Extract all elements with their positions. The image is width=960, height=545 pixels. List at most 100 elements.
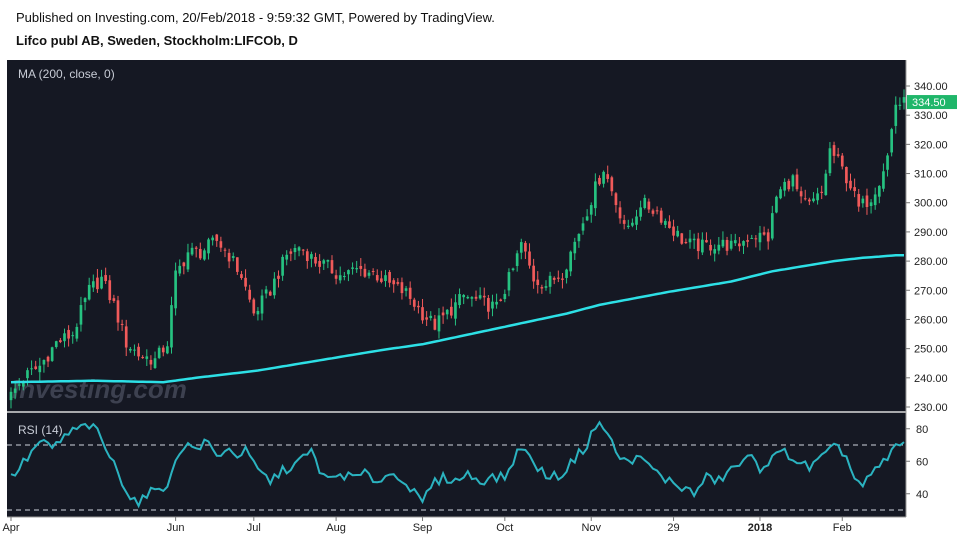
rsi-indicator-label: RSI (14) <box>18 423 63 437</box>
candle-body <box>371 271 375 273</box>
x-tick-label: Apr <box>2 522 19 534</box>
candle-body <box>606 174 610 179</box>
candle-body <box>639 207 642 217</box>
candle-body <box>112 298 116 301</box>
candle-body <box>153 358 157 368</box>
candle-body <box>256 310 260 315</box>
candle-body <box>120 323 124 325</box>
candle-body <box>598 177 601 185</box>
candle-body <box>433 318 437 330</box>
candle-body <box>742 241 745 246</box>
candle-body <box>367 272 371 276</box>
candle-body <box>63 333 66 342</box>
candle-body <box>141 357 145 359</box>
x-tick-label: Oct <box>496 522 513 534</box>
candle-body <box>145 356 149 359</box>
candle-body <box>524 242 527 252</box>
y-axis-area <box>906 60 960 517</box>
price-tick-label: 340.00 <box>914 81 948 93</box>
x-tick-label: Jun <box>167 522 185 534</box>
price-tick-label: 260.00 <box>914 314 948 326</box>
candle-body <box>631 222 634 226</box>
candle-body <box>894 104 898 126</box>
candle-body <box>190 247 194 255</box>
candle-body <box>384 275 387 281</box>
x-tick-label: 29 <box>667 522 679 534</box>
ma-200-line <box>10 254 904 384</box>
candle-body <box>227 252 231 262</box>
candle-body <box>38 365 42 373</box>
candle-body <box>219 241 223 248</box>
candle-body <box>626 225 630 228</box>
candle-body <box>647 201 651 210</box>
candle-body <box>380 278 383 282</box>
candle-body <box>717 244 721 251</box>
candle-body <box>877 185 881 197</box>
candle-body <box>474 296 478 299</box>
candle-body <box>758 232 762 243</box>
candle-body <box>375 275 379 281</box>
candle-body <box>561 278 564 280</box>
candle-body <box>351 267 354 269</box>
rsi-tick-label: 60 <box>916 456 928 468</box>
x-tick-label: Nov <box>581 522 601 534</box>
candle-body <box>310 254 313 259</box>
published-line: Published on Investing.com, 20/Feb/2018 … <box>16 10 495 25</box>
candle-body <box>449 306 453 316</box>
candle-body <box>404 288 408 291</box>
candle-body <box>589 205 593 215</box>
candle-body <box>462 294 466 298</box>
candle-body <box>635 216 638 225</box>
candle-body <box>248 289 252 300</box>
candle-body <box>902 97 906 103</box>
candle-body <box>22 381 25 387</box>
candle-body <box>762 232 766 235</box>
candle-body <box>824 173 828 196</box>
candle-body <box>326 259 330 262</box>
candle-body <box>355 268 359 270</box>
watermark-text: Investing.com <box>12 374 187 404</box>
candle-body <box>610 177 614 192</box>
candle-body <box>67 329 70 339</box>
candle-body <box>519 242 523 253</box>
candle-body <box>725 239 729 251</box>
candle-body <box>133 349 136 351</box>
candle-body <box>129 348 132 351</box>
x-tick-label: Aug <box>326 522 346 534</box>
candle-body <box>738 243 741 247</box>
candle-body <box>421 307 424 321</box>
candle-body <box>17 384 21 386</box>
candle-body <box>260 295 264 314</box>
candle-body <box>499 299 503 301</box>
candle-body <box>96 277 99 290</box>
price-tick-label: 240.00 <box>914 373 948 385</box>
candle-body <box>577 233 581 242</box>
candle-body <box>663 220 667 225</box>
candle-body <box>42 359 46 365</box>
candle-body <box>194 247 198 249</box>
candle-body <box>161 347 165 353</box>
candle-body <box>503 293 507 300</box>
candle-body <box>149 359 153 365</box>
candle-body <box>203 250 206 260</box>
candle-body <box>425 317 428 320</box>
rsi-panel <box>7 412 906 517</box>
candle-body <box>750 237 754 239</box>
candle-body <box>766 232 770 242</box>
candle-body <box>602 171 605 184</box>
candle-body <box>713 249 717 254</box>
candle-body <box>857 194 861 207</box>
candle-body <box>268 291 272 296</box>
candle-body <box>170 305 173 348</box>
candle-body <box>215 234 219 241</box>
candle-body <box>890 129 893 153</box>
candle-body <box>277 275 280 279</box>
candle-body <box>363 268 367 277</box>
candle-body <box>166 346 169 354</box>
candle-body <box>680 233 684 244</box>
candle-body <box>75 326 79 339</box>
candle-body <box>13 388 17 393</box>
candle-body <box>544 286 548 288</box>
price-tick-label: 320.00 <box>914 139 948 151</box>
candle-body <box>783 181 786 191</box>
